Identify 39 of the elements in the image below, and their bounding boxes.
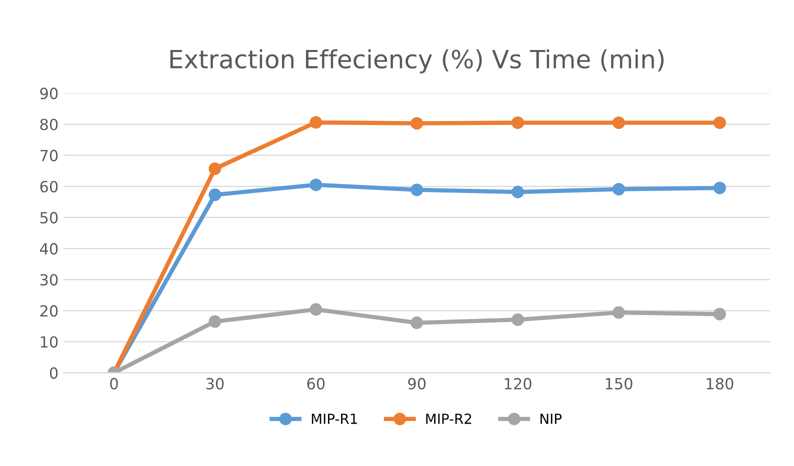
- point: [410, 117, 424, 130]
- point: [208, 162, 222, 175]
- legend-label: NIP: [540, 414, 562, 424]
- legend-label: MIP-R2: [426, 414, 472, 424]
- point: [512, 116, 524, 129]
- y-tick-label: 10: [40, 336, 58, 348]
- y-tick-label: 20: [40, 305, 58, 317]
- point: [512, 186, 524, 198]
- point: [410, 184, 424, 196]
- point: [612, 182, 626, 196]
- chart-title: Extraction Effeciency (%) Vs Time (min): [170, 49, 664, 74]
- point: [310, 116, 322, 129]
- y-tick-label: 50: [40, 212, 58, 224]
- point: [310, 303, 322, 316]
- y-tick-label: 0: [50, 367, 58, 379]
- point: [512, 313, 524, 326]
- point: [713, 308, 726, 320]
- x-tick-label: 150: [606, 378, 632, 390]
- point: [612, 116, 626, 129]
- point: [612, 306, 626, 319]
- y-tick-label: 60: [40, 180, 58, 192]
- x-tick-label: 180: [706, 378, 734, 390]
- point: [713, 182, 726, 194]
- y-tick-label: 40: [40, 243, 58, 255]
- y-tick-label: 90: [40, 88, 58, 100]
- x-tick-label: 90: [408, 378, 426, 390]
- point: [208, 188, 222, 202]
- point: [208, 315, 222, 328]
- y-tick-label: 30: [40, 274, 58, 286]
- y-tick-label: 70: [40, 150, 58, 162]
- x-tick-label: 60: [307, 378, 325, 390]
- legend-label: MIP-R1: [312, 414, 357, 424]
- point: [410, 316, 424, 330]
- point: [713, 116, 726, 129]
- y-tick-label: 80: [40, 118, 58, 130]
- x-tick-label: 30: [206, 378, 224, 390]
- x-tick-label: 0: [110, 378, 118, 390]
- point: [310, 178, 322, 192]
- x-tick-label: 120: [504, 378, 532, 390]
